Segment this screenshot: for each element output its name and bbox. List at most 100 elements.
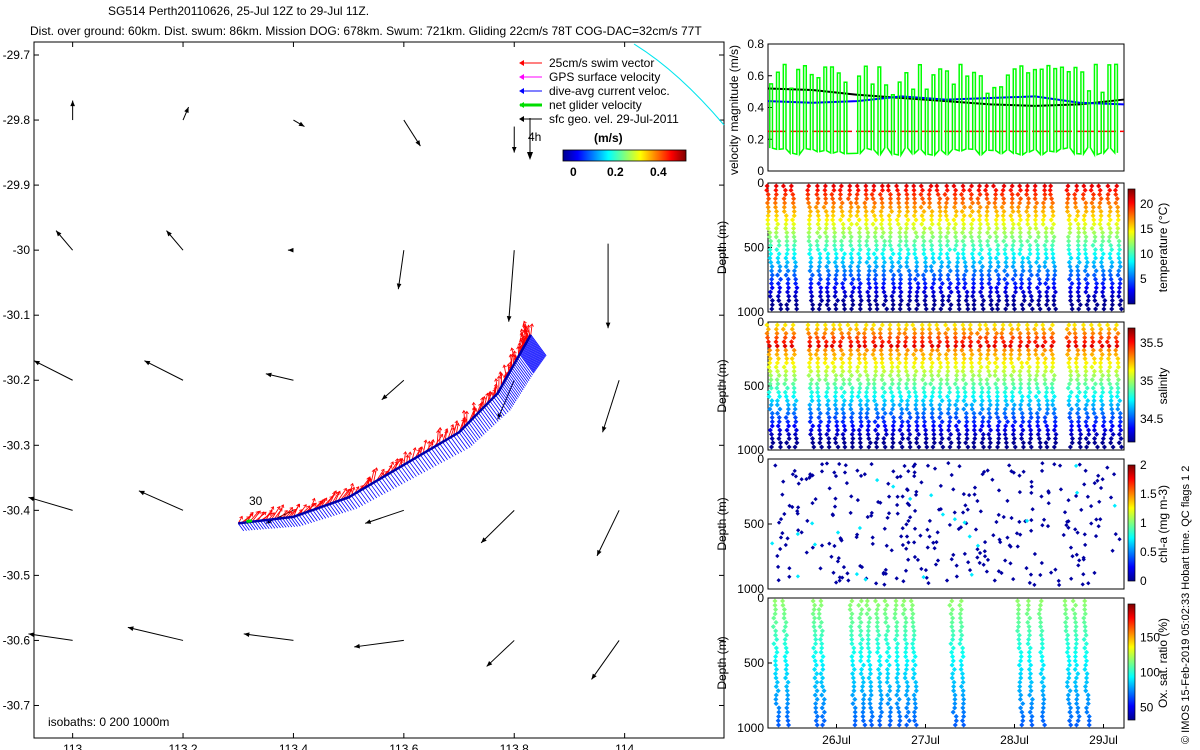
data-point — [782, 654, 788, 660]
data-point — [1073, 527, 1078, 532]
data-point — [1003, 242, 1009, 248]
geo-arrow-shaft — [480, 509, 515, 544]
data-point — [919, 221, 925, 227]
data-point — [943, 322, 949, 328]
current-vector — [293, 516, 301, 527]
data-point — [806, 360, 812, 366]
data-point — [1002, 343, 1008, 349]
data-point — [906, 389, 912, 395]
data-point — [1107, 364, 1113, 370]
data-point — [1067, 230, 1073, 236]
swim-vector-head — [374, 467, 379, 471]
data-point — [898, 297, 904, 304]
data-point — [1093, 285, 1099, 291]
data-point — [959, 632, 965, 638]
data-point — [1051, 427, 1057, 433]
data-point — [872, 276, 878, 282]
data-point — [930, 306, 936, 312]
data-point — [977, 259, 983, 265]
data-point — [1018, 385, 1024, 391]
data-point — [944, 187, 950, 193]
data-point — [858, 473, 864, 478]
data-point — [1035, 364, 1041, 370]
data-point — [783, 658, 789, 664]
data-point — [1074, 377, 1080, 383]
data-point — [1090, 213, 1096, 219]
data-point — [899, 423, 905, 429]
data-point — [926, 191, 932, 198]
data-point — [1035, 423, 1041, 429]
data-point — [1084, 658, 1090, 664]
data-point — [1001, 200, 1007, 206]
data-point — [931, 440, 937, 446]
current-vector — [512, 365, 528, 385]
data-point — [956, 431, 962, 437]
data-point — [911, 377, 917, 383]
data-point — [897, 247, 904, 253]
data-point — [903, 242, 909, 248]
data-point — [840, 368, 846, 374]
data-point — [983, 322, 989, 328]
data-point — [887, 335, 893, 341]
data-point — [1083, 641, 1089, 647]
data-point — [1099, 264, 1105, 270]
data-point — [781, 628, 787, 634]
swim-vector-head — [284, 510, 288, 514]
data-point — [1098, 196, 1104, 202]
data-point — [1028, 410, 1034, 416]
data-point — [912, 662, 918, 668]
data-point — [774, 402, 780, 408]
data-point — [1100, 372, 1106, 379]
data-point — [960, 196, 966, 202]
data-point — [1075, 718, 1081, 724]
data-point — [903, 615, 909, 621]
data-point — [945, 368, 951, 374]
data-point — [945, 364, 951, 370]
data-point — [1075, 208, 1081, 214]
data-point — [977, 343, 983, 349]
data-point — [791, 213, 797, 219]
data-point — [1002, 410, 1008, 416]
data-point — [814, 722, 820, 728]
data-point — [1051, 410, 1057, 416]
data-point — [886, 494, 892, 499]
data-point — [1001, 196, 1007, 202]
data-point — [765, 204, 771, 210]
current-vector — [315, 508, 324, 520]
data-point — [857, 306, 863, 312]
data-point — [907, 297, 913, 304]
data-point — [921, 410, 927, 416]
data-point — [1096, 204, 1102, 210]
data-point — [825, 427, 832, 433]
data-point — [978, 289, 984, 295]
data-point — [885, 515, 890, 520]
data-point — [1044, 410, 1050, 416]
data-point — [950, 645, 956, 651]
data-point — [796, 481, 801, 486]
data-point — [806, 364, 813, 370]
data-point — [865, 624, 871, 630]
data-point — [1082, 628, 1088, 634]
data-point — [1067, 356, 1073, 362]
data-point — [957, 602, 963, 608]
data-point — [895, 662, 901, 668]
data-point — [831, 187, 837, 193]
data-point — [996, 419, 1002, 425]
data-point — [1093, 534, 1099, 539]
data-point — [838, 238, 844, 244]
data-point — [993, 187, 999, 193]
swim-vector-head — [438, 427, 443, 431]
isobaths-label: isobaths: 0 200 1000m — [48, 715, 169, 729]
data-point — [856, 230, 862, 236]
data-point — [1097, 330, 1103, 336]
data-point — [1094, 444, 1101, 450]
data-point — [979, 293, 985, 299]
data-point — [895, 705, 901, 711]
data-point — [808, 356, 814, 362]
data-point — [904, 225, 910, 231]
data-point — [1098, 217, 1104, 223]
data-point — [952, 722, 958, 728]
data-point — [856, 276, 862, 282]
data-point — [1107, 360, 1113, 366]
data-point — [1105, 322, 1111, 328]
